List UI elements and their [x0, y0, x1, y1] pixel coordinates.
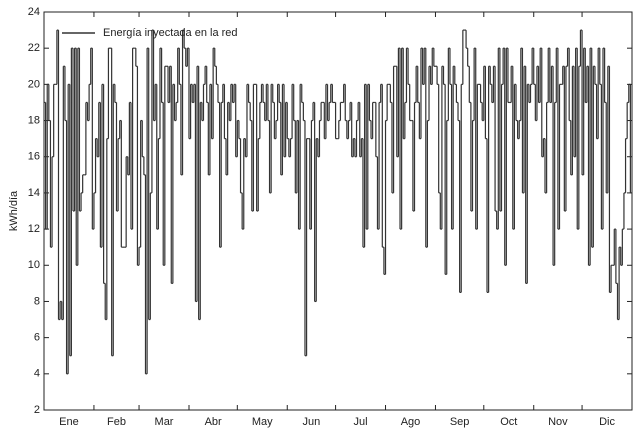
x-tick-label: Jun — [303, 416, 321, 428]
y-tick-label: 10 — [28, 259, 40, 271]
y-tick-label: 8 — [34, 295, 40, 307]
x-tick-label: Abr — [205, 416, 222, 428]
x-tick-label: Feb — [107, 416, 126, 428]
y-tick-label: 18 — [28, 114, 40, 126]
x-tick-label: Oct — [500, 416, 517, 428]
x-tick-label: May — [252, 416, 273, 428]
y-tick-label: 20 — [28, 78, 40, 90]
x-tick-label: Nov — [548, 416, 568, 428]
x-tick-label: Ene — [59, 416, 79, 428]
x-tick-label: Mar — [155, 416, 174, 428]
legend-label: Energía inyectada en la red — [103, 27, 238, 39]
y-tick-label: 12 — [28, 223, 40, 235]
x-tick-label: Ago — [401, 416, 421, 428]
y-tick-label: 14 — [28, 187, 40, 199]
y-tick-label: 4 — [34, 368, 40, 380]
y-tick-label: 16 — [28, 151, 40, 163]
y-tick-label: 24 — [28, 6, 40, 18]
step-connectors — [45, 30, 631, 374]
x-tick-label: Dic — [599, 416, 615, 428]
x-tick-label: Sep — [450, 416, 470, 428]
y-tick-label: 2 — [34, 404, 40, 416]
plot-frame — [43, 11, 633, 411]
y-tick-label: 6 — [34, 332, 40, 344]
x-tick-label: Jul — [354, 416, 368, 428]
y-tick-label: 22 — [28, 42, 40, 54]
y-axis-label: kWh/día — [8, 190, 20, 231]
